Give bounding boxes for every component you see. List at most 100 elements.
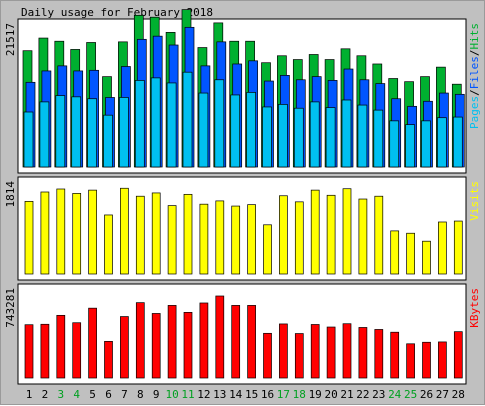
bar-visits-day-26 <box>422 240 431 275</box>
tick-label-day-14: 14 <box>229 388 243 401</box>
bar-kbytes-day-8 <box>135 302 145 379</box>
tick-label-day-26: 26 <box>420 388 433 401</box>
bar-kbytes-day-24 <box>390 331 400 379</box>
tick-label-day-12: 12 <box>197 388 210 401</box>
bar-pages-day-15 <box>246 92 256 168</box>
bar-kbytes-day-12 <box>199 302 209 379</box>
tick-label-day-5: 5 <box>89 388 96 401</box>
tick-label-day-6: 6 <box>105 388 112 401</box>
bar-kbytes-day-17 <box>279 323 288 379</box>
bar-pages-day-22 <box>357 104 368 168</box>
legend-part: / <box>468 89 481 96</box>
tick-label-day-11: 11 <box>181 388 194 401</box>
bar-kbytes-day-2 <box>40 323 50 379</box>
bar-pages-day-8 <box>134 80 145 168</box>
bar-pages-day-9 <box>150 77 161 168</box>
tick-label-day-27: 27 <box>436 388 449 401</box>
tick-label-day-28: 28 <box>452 388 465 401</box>
bar-kbytes-day-18 <box>294 333 304 379</box>
tick-label-day-2: 2 <box>42 388 49 401</box>
bar-visits-day-5 <box>88 189 97 275</box>
legend-part: Hits <box>468 23 481 50</box>
bar-pages-day-11 <box>182 71 193 168</box>
legend-part: Pages <box>468 96 481 129</box>
bar-visits-day-14 <box>231 205 241 275</box>
tick-label-day-23: 23 <box>372 388 385 401</box>
tick-label-day-8: 8 <box>137 388 144 401</box>
bar-pages-day-21 <box>341 99 352 168</box>
bar-kbytes-day-4 <box>72 322 82 379</box>
bar-pages-day-5 <box>87 98 97 168</box>
tick-label-day-13: 13 <box>213 388 226 401</box>
bar-kbytes-day-23 <box>374 329 384 379</box>
bar-kbytes-day-21 <box>342 323 352 379</box>
bar-pages-day-7 <box>119 97 129 168</box>
bar-pages-day-10 <box>166 82 177 168</box>
bar-kbytes-day-5 <box>88 307 97 379</box>
bar-kbytes-day-9 <box>151 313 161 379</box>
tick-label-day-7: 7 <box>121 388 128 401</box>
tick-label-day-24: 24 <box>388 388 402 401</box>
bar-visits-day-9 <box>151 192 161 275</box>
tick-label-day-9: 9 <box>153 388 160 401</box>
bar-visits-day-25 <box>406 232 415 275</box>
bar-visits-day-21 <box>342 188 352 275</box>
bar-pages-day-16 <box>262 106 272 168</box>
bar-pages-day-20 <box>325 107 336 168</box>
bar-kbytes-day-11 <box>183 312 193 379</box>
bar-kbytes-day-13 <box>215 295 225 379</box>
bar-pages-day-26 <box>421 120 431 168</box>
bar-kbytes-day-6 <box>104 341 113 379</box>
tick-label-day-1: 1 <box>26 388 33 401</box>
chart-title: Daily usage for February 2018 <box>21 6 213 19</box>
tick-label-day-22: 22 <box>356 388 369 401</box>
bar-kbytes-day-27 <box>438 341 447 379</box>
tick-label-day-18: 18 <box>293 388 306 401</box>
bar-visits-day-8 <box>135 195 145 275</box>
bar-kbytes-day-26 <box>422 341 431 379</box>
panel-visits: 1814 Visits <box>4 176 481 281</box>
tick-label-day-19: 19 <box>309 388 322 401</box>
tick-label-day-3: 3 <box>57 388 64 401</box>
tick-label-day-17: 17 <box>277 388 290 401</box>
legend-part: KBytes <box>468 288 481 328</box>
bar-pages-day-17 <box>278 104 288 168</box>
bar-kbytes-day-15 <box>247 305 256 379</box>
bar-pages-day-13 <box>214 79 225 168</box>
bar-kbytes-day-19 <box>310 324 320 379</box>
bar-visits-day-10 <box>167 205 177 275</box>
tick-label-day-4: 4 <box>73 388 80 401</box>
legend-part: / <box>468 50 481 57</box>
legend-part: Visits <box>468 181 481 221</box>
bar-visits-day-13 <box>215 200 225 275</box>
bar-visits-day-18 <box>294 201 304 275</box>
panel-visits-max-label: 1814 <box>4 181 17 208</box>
bar-visits-day-27 <box>438 221 447 275</box>
bar-pages-day-12 <box>198 92 209 168</box>
bar-kbytes-day-3 <box>56 314 66 379</box>
bar-visits-day-12 <box>199 203 209 275</box>
bar-visits-day-23 <box>374 195 384 275</box>
bar-pages-day-3 <box>55 95 66 168</box>
bar-kbytes-day-1 <box>24 324 34 379</box>
panel-hits-max-label: 21517 <box>4 23 17 56</box>
bar-visits-day-15 <box>247 204 256 275</box>
tick-label-day-16: 16 <box>261 388 274 401</box>
bar-pages-day-4 <box>71 96 82 168</box>
panel-hits-legend: Pages/Files/Hits <box>468 23 481 129</box>
bar-kbytes-day-25 <box>406 343 415 379</box>
bar-visits-day-4 <box>72 193 82 275</box>
bar-visits-day-28 <box>453 220 463 275</box>
bar-pages-day-25 <box>405 124 415 168</box>
bar-pages-day-23 <box>373 109 384 168</box>
panel-kbytes: 743281 KBytes <box>4 283 481 385</box>
tick-label-day-21: 21 <box>340 388 353 401</box>
panel-kbytes-legend: KBytes <box>468 288 481 328</box>
bar-visits-day-17 <box>279 195 288 275</box>
panel-kbytes-max-label: 743281 <box>4 288 17 328</box>
bar-pages-day-18 <box>293 107 304 168</box>
bar-pages-day-24 <box>389 120 400 168</box>
bar-pages-day-14 <box>230 94 241 168</box>
bar-visits-day-3 <box>56 188 66 275</box>
